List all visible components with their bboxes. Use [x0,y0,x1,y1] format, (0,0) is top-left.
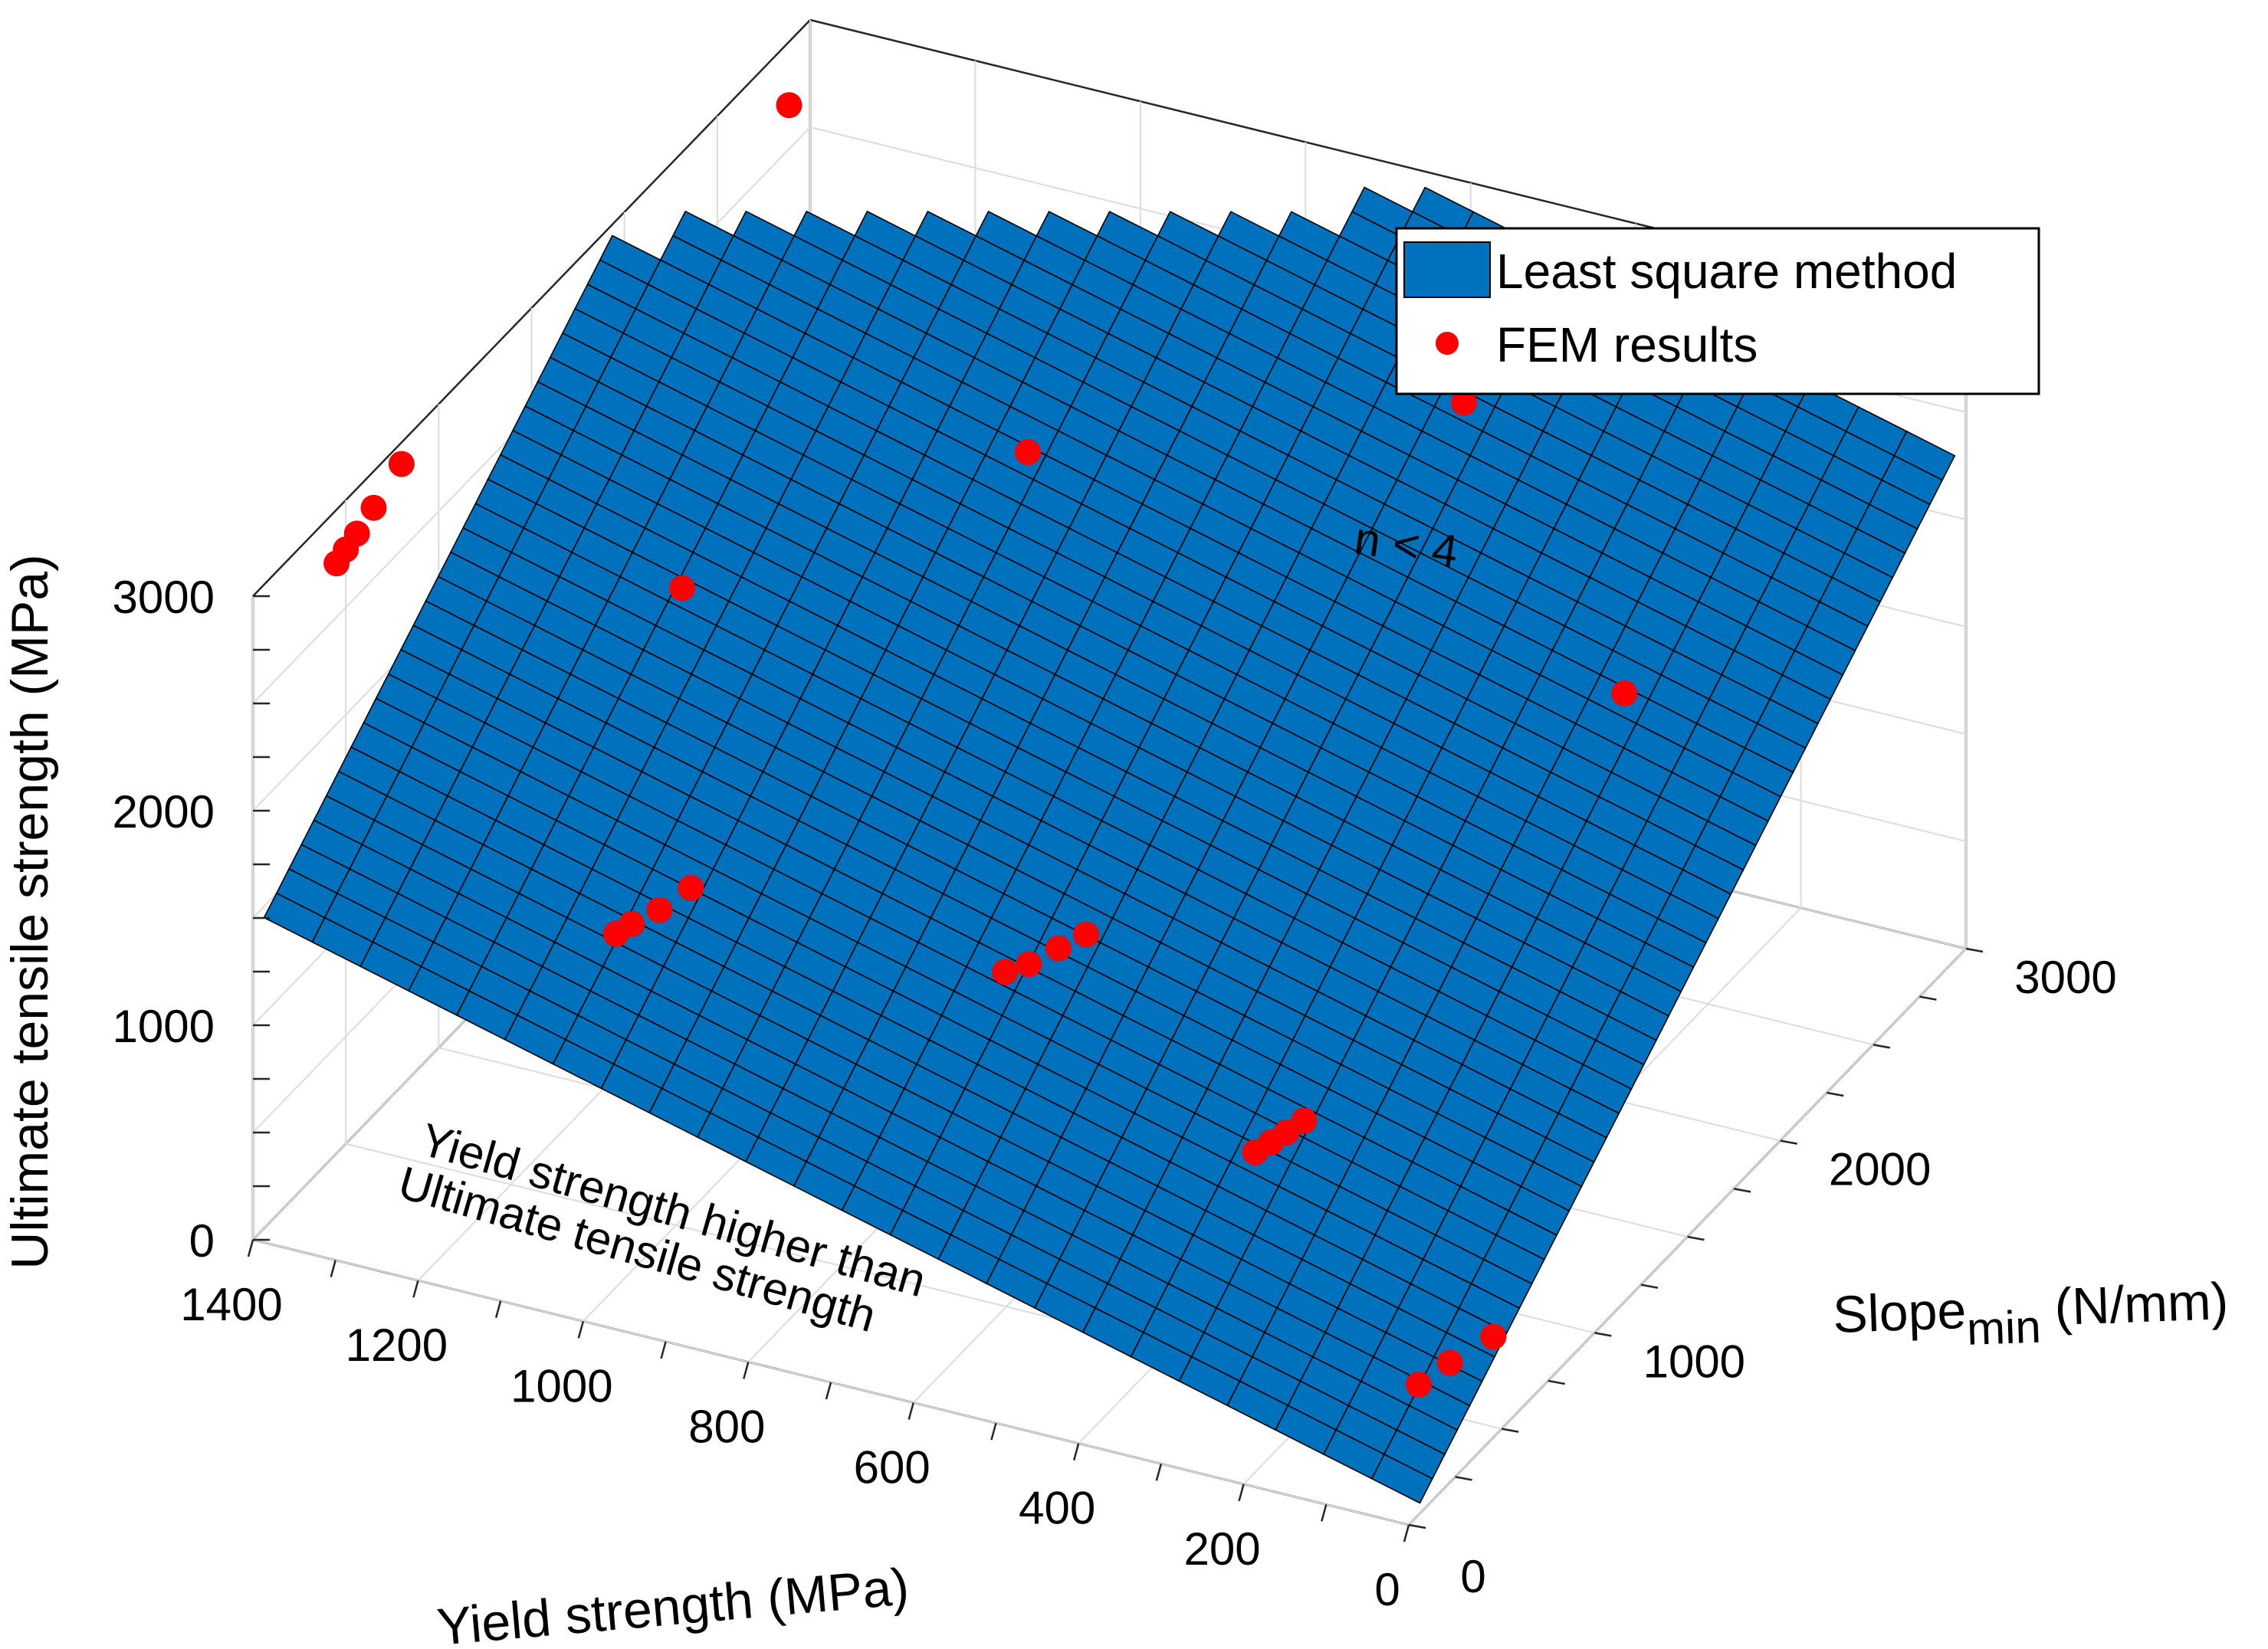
y-tick [1827,1091,1844,1097]
y-tick [1733,1188,1751,1193]
fem-point [1015,439,1042,466]
y-tick [1455,1476,1472,1481]
y-axis-label-main: Slope [1832,1281,1967,1344]
y-tick [1872,1044,1891,1049]
z-tick-label: 1000 [113,1001,215,1052]
y-axis-label: Slopemin (N/mm) [1832,1272,2230,1359]
fem-point [1242,1139,1269,1165]
y-axis-label-sub: min [1966,1301,2042,1355]
x-tick-label: 1400 [180,1279,282,1330]
fem-point [1073,921,1100,948]
y-tick [1408,1523,1426,1529]
fem-point [1436,1349,1463,1376]
z-tick-label: 2000 [113,786,215,838]
tick-labels: 0 200 400 600 800 1000 1200 1400 1000 2000 3000 0 0 1… [113,572,2117,1615]
x-tick [743,1362,750,1379]
y-tick [1548,1379,1565,1385]
x-tick [330,1260,336,1277]
x-tick-label: 800 [688,1401,765,1452]
x-tick [1238,1483,1245,1502]
fem-point [1045,935,1072,962]
fem-point [1405,1372,1432,1398]
fem-points [323,92,1638,1398]
y-tick-label: 3000 [2014,952,2116,1003]
legend-label-surface: Least square method [1496,244,1957,299]
x-tick [825,1382,832,1400]
y-tick [1919,995,1937,1001]
x-tick [990,1422,997,1441]
fem-point [1611,680,1638,706]
legend-swatch-surface [1403,241,1491,298]
y-tick [1965,947,1984,953]
surface-patch [263,892,326,943]
x-tick [412,1280,419,1298]
y-axis-label-unit: (N/mm) [2039,1272,2229,1337]
axis-ticks [247,595,1984,1542]
x-tick [494,1300,502,1319]
z-tick-label: 0 [189,1215,215,1267]
x-axis-label: Yield strength (MPa) [435,1557,911,1649]
fem-point [1451,389,1478,416]
legend-box [1395,227,2040,395]
fem-point [602,920,629,947]
x-tick [1072,1443,1080,1461]
z-axis-label: Ultimate tensile strength (MPa) [1,554,59,1269]
x-tick [1403,1524,1410,1542]
x-tick-label: 1000 [510,1360,612,1411]
legend-label-fem: FEM results [1496,317,1758,372]
y-tick [1780,1139,1797,1145]
fem-point [1480,1323,1507,1350]
x-tick [1321,1504,1328,1522]
fem-point [992,959,1019,985]
fem-point [669,575,696,602]
origin-tick-label: 0 [1460,1551,1485,1602]
y-tick [1687,1235,1705,1241]
fem-point [360,494,387,521]
fem-point [776,92,802,119]
x-tick [247,1239,254,1257]
y-tick-label: 1000 [1643,1336,1745,1387]
fem-point [646,897,673,923]
fem-point [1016,951,1042,978]
fem-point [323,550,350,577]
fem-point [678,874,704,901]
y-tick [1640,1283,1659,1289]
x-tick [660,1341,667,1359]
z-tick-label: 3000 [113,572,215,623]
x-tick-label: 0 [1374,1564,1400,1615]
legend: Least square method FEM results [1395,227,2040,395]
x-tick-label: 1200 [346,1320,448,1371]
x-tick [1155,1463,1163,1481]
fem-point [388,451,415,477]
x-tick-label: 600 [854,1442,931,1493]
x-tick [577,1320,585,1339]
y-tick [1501,1428,1519,1433]
x-tick-label: 200 [1184,1523,1261,1575]
legend-marker-fem [1436,332,1459,355]
y-tick [1594,1332,1612,1337]
x-tick [908,1402,914,1420]
x-tick-label: 400 [1019,1483,1095,1534]
y-tick-label: 2000 [1829,1144,1931,1195]
